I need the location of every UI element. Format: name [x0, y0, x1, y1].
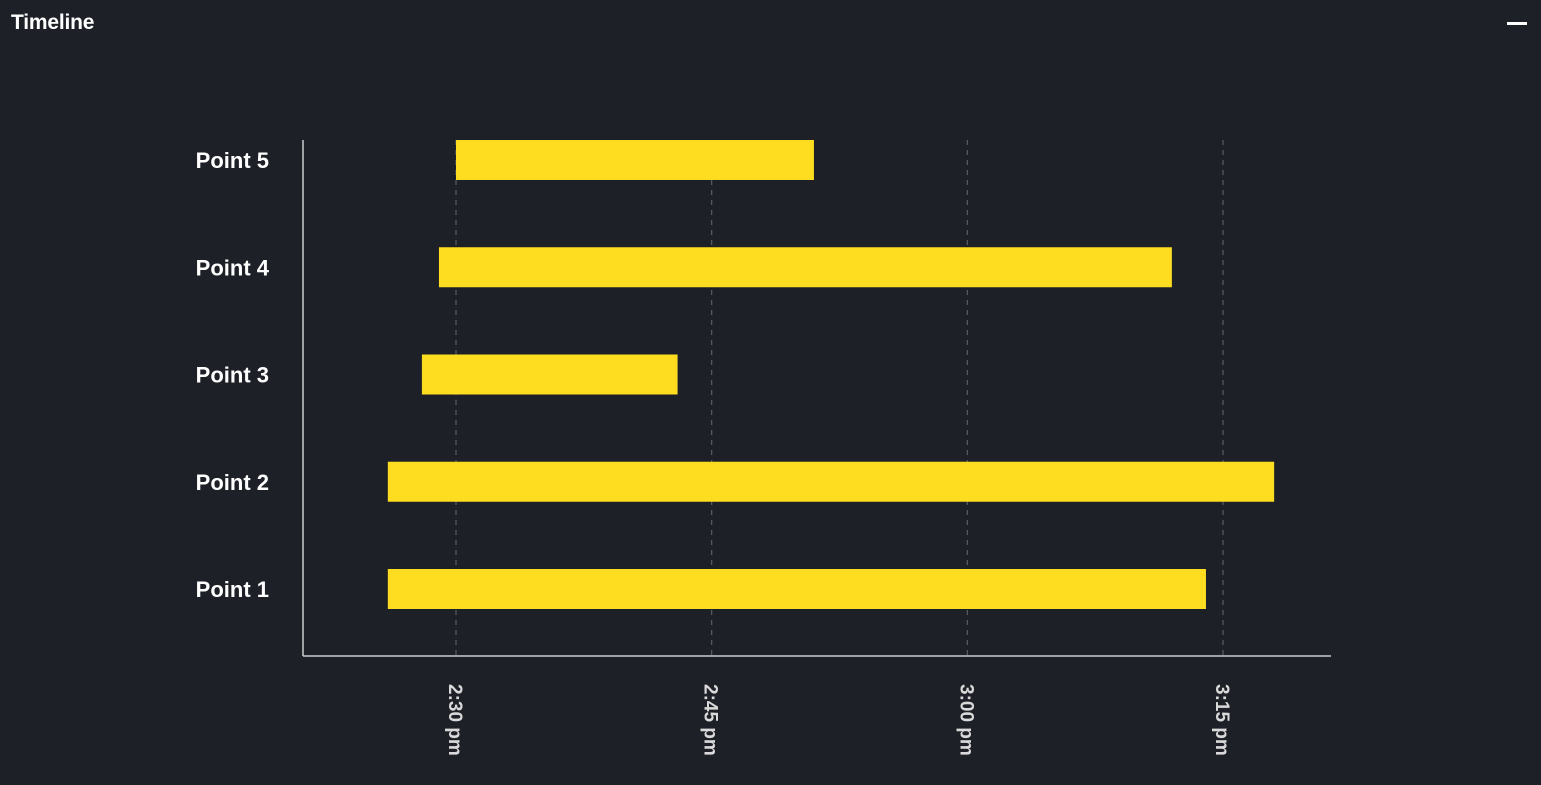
- tick-labels: 2:30 pm 2:45 pm 3:00 pm 3:15 pm: [444, 684, 1232, 756]
- bar-point-1[interactable]: [387, 569, 1206, 609]
- category-label: Point 1: [196, 577, 269, 602]
- category-labels: Point 1 Point 2 Point 3 Point 4 Point 5: [196, 148, 270, 602]
- bars: [387, 140, 1275, 609]
- bar-point-2[interactable]: [387, 461, 1275, 502]
- minus-icon: [1507, 22, 1527, 25]
- category-label: Point 4: [196, 255, 270, 280]
- x-tick-label: 3:00 pm: [955, 684, 976, 756]
- x-tick-label: 2:45 pm: [700, 684, 721, 756]
- minimize-button[interactable]: [1502, 8, 1532, 38]
- bar-point-5[interactable]: [456, 140, 814, 180]
- panel-header: Timeline: [0, 0, 1541, 48]
- panel-title: Timeline: [11, 11, 95, 34]
- x-tick-label: 2:30 pm: [444, 684, 465, 756]
- category-label: Point 3: [196, 363, 269, 388]
- bar-point-3[interactable]: [421, 354, 678, 395]
- category-label: Point 5: [196, 148, 269, 173]
- axes: [302, 140, 1331, 657]
- category-label: Point 2: [196, 470, 269, 495]
- bar-point-4[interactable]: [438, 247, 1172, 288]
- x-tick-label: 3:15 pm: [1211, 684, 1232, 756]
